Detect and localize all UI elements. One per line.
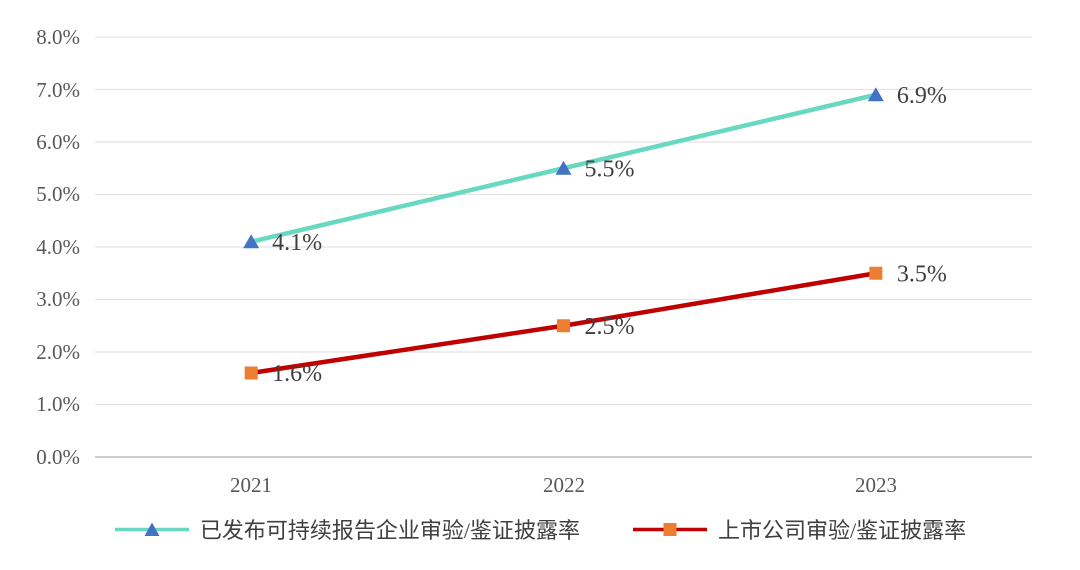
marker-square bbox=[557, 319, 570, 333]
y-tick-label: 8.0% bbox=[36, 25, 80, 49]
legend-label: 已发布可持续报告企业审验/鉴证披露率 bbox=[199, 518, 580, 543]
x-tick-label: 2023 bbox=[855, 473, 897, 497]
legend-square-icon bbox=[663, 522, 677, 536]
y-tick-label: 6.0% bbox=[36, 130, 80, 154]
legend-label: 上市公司审验/鉴证披露率 bbox=[718, 518, 967, 543]
x-tick-label: 2022 bbox=[543, 473, 585, 497]
y-tick-label: 2.0% bbox=[36, 340, 80, 364]
legend-triangle-icon bbox=[144, 522, 160, 536]
marker-triangle bbox=[243, 234, 260, 249]
y-tick-label: 3.0% bbox=[36, 287, 80, 311]
data-label: 2.5% bbox=[585, 314, 635, 340]
legend-marker-triangle-line bbox=[114, 522, 189, 536]
y-tick-label: 0.0% bbox=[36, 445, 80, 469]
data-label: 5.5% bbox=[585, 156, 635, 182]
y-tick-label: 4.0% bbox=[36, 235, 80, 259]
y-tick-label: 7.0% bbox=[36, 78, 80, 102]
marker-square bbox=[869, 266, 883, 280]
marker-triangle bbox=[555, 160, 572, 175]
y-tick-label: 5.0% bbox=[36, 182, 80, 206]
data-label: 4.1% bbox=[272, 230, 322, 256]
data-label: 1.6% bbox=[272, 361, 322, 387]
legend-item-assured-reports: 已发布可持续报告企业审验/鉴证披露率 bbox=[114, 513, 580, 545]
legend: 已发布可持续报告企业审验/鉴证披露率 上市公司审验/鉴证披露率 bbox=[0, 513, 1080, 545]
x-tick-label: 2021 bbox=[230, 473, 272, 497]
legend-marker-square-line bbox=[633, 522, 707, 536]
marker-triangle bbox=[867, 87, 884, 102]
legend-item-listed-companies: 上市公司审验/鉴证披露率 bbox=[632, 513, 966, 545]
data-label: 3.5% bbox=[897, 261, 947, 287]
y-tick-label: 1.0% bbox=[36, 392, 80, 416]
marker-square bbox=[244, 366, 258, 380]
data-label: 6.9% bbox=[897, 83, 947, 109]
